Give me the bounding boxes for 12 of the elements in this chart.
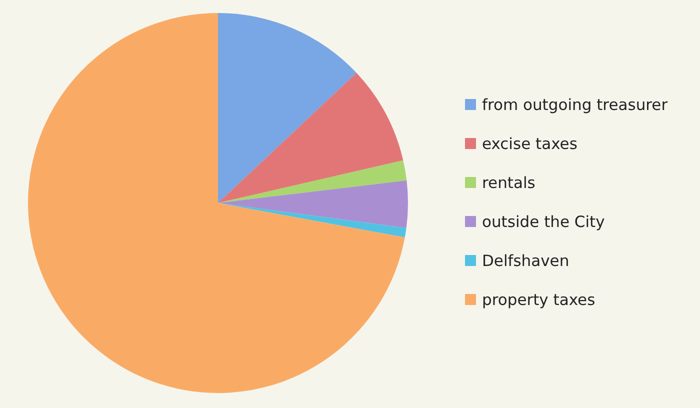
pie-slice xyxy=(218,160,407,203)
legend-label: from outgoing treasurer xyxy=(482,96,668,114)
legend-label: rentals xyxy=(482,174,536,192)
legend-label: excise taxes xyxy=(482,135,578,153)
legend-label: property taxes xyxy=(482,291,596,309)
legend-label: Delfshaven xyxy=(482,252,570,270)
pie-slice xyxy=(218,13,357,203)
pie-slice xyxy=(28,13,405,393)
pie-slice xyxy=(218,203,406,238)
legend-label: outside the City xyxy=(482,213,605,231)
pie-slice xyxy=(218,180,408,228)
pie-slice xyxy=(218,72,404,203)
